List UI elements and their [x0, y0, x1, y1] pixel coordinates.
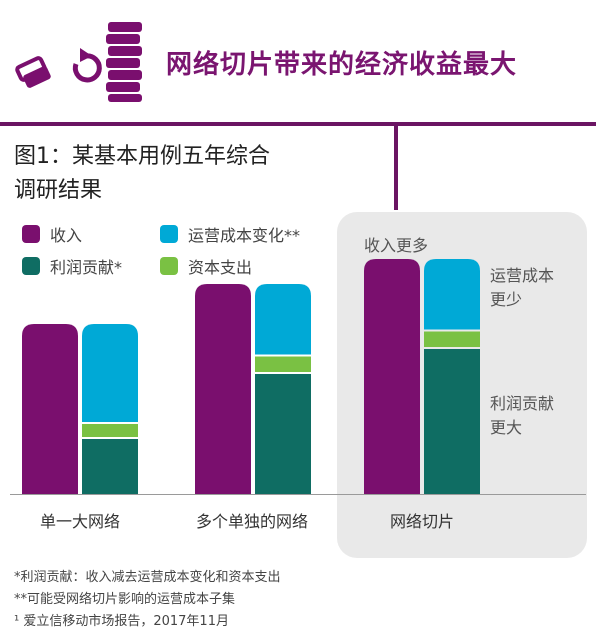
annotation-less-opex-line-2: 更少 — [490, 290, 523, 309]
bar-revenue-2 — [364, 259, 420, 494]
legend-swatch-profit — [22, 257, 40, 275]
cycle-arrow-icon — [72, 53, 102, 83]
annotation-less-opex: 运营成本 更少 — [490, 264, 554, 312]
figure-title-line-2: 调研结果 — [14, 178, 103, 203]
category-label-multiple-networks: 多个单独的网络 — [195, 512, 308, 531]
legend-item-profit: 利润贡献* — [22, 254, 122, 278]
legend-label-capex: 资本支出 — [188, 258, 253, 277]
bar-revenue-0 — [22, 324, 78, 494]
bar-segment-capex-1 — [255, 356, 311, 372]
banner-title: 网络切片带来的经济收益最大 — [166, 50, 518, 80]
bar-segment-opex-1 — [255, 284, 311, 355]
figure-title: 图1：某基本用例五年综合 调研结果 — [14, 140, 270, 208]
cash-stack-large-icon — [106, 22, 142, 102]
legend-label-revenue: 收入 — [50, 226, 83, 245]
legend-swatch-revenue — [22, 225, 40, 243]
divider-line — [0, 122, 596, 126]
legend-label-opex: 运营成本变化** — [188, 226, 301, 245]
legend-item-revenue: 收入 — [22, 222, 82, 246]
legend-swatch-capex — [160, 257, 178, 275]
category-label-network-slicing: 网络切片 — [389, 512, 454, 531]
legend-label-profit: 利润贡献* — [50, 258, 123, 277]
legend-item-opex: 运营成本变化** — [160, 222, 300, 246]
footnote-opex-definition: **可能受网络切片影响的运营成本子集 — [14, 592, 236, 607]
bar-revenue-1 — [195, 284, 251, 494]
annotation-less-opex-line-1: 运营成本 — [490, 266, 555, 285]
annotation-more-revenue: 收入更多 — [364, 236, 429, 255]
annotation-more-profit: 利润贡献 更大 — [490, 392, 554, 440]
annotation-more-profit-line-1: 利润贡献 — [490, 394, 555, 413]
bar-segment-opex-2 — [424, 259, 480, 330]
annotation-more-profit-line-2: 更大 — [490, 418, 523, 437]
category-label-single-network: 单一大网络 — [39, 512, 120, 531]
money-cycle-icon — [15, 22, 142, 102]
bar-segment-profit-0 — [82, 439, 138, 494]
bar-segment-profit-2 — [424, 349, 480, 494]
legend-item-capex: 资本支出 — [160, 254, 252, 278]
figure-title-line-1: 图1：某基本用例五年综合 — [14, 144, 270, 169]
bar-segment-capex-2 — [424, 331, 480, 347]
bar-segment-opex-0 — [82, 324, 138, 422]
connector-line — [394, 122, 398, 210]
bar-segment-capex-0 — [82, 424, 138, 437]
cash-stack-small-icon — [15, 56, 51, 88]
legend-swatch-opex — [160, 225, 178, 243]
bar-segment-profit-1 — [255, 374, 311, 494]
footnote-source: ¹ 爱立信移动市场报告，2017年11月 — [14, 614, 229, 629]
footnote-profit-definition: *利润贡献：收入减去运营成本变化和资本支出 — [14, 570, 281, 585]
